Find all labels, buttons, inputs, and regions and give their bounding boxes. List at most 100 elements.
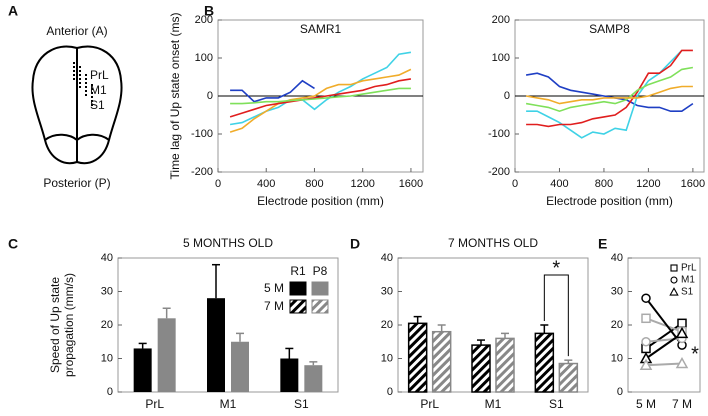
bar: [280, 358, 299, 392]
y-tick-label: 40: [101, 252, 113, 264]
y-tick-label: 0: [207, 90, 213, 102]
paired-line: [645, 337, 683, 343]
legend-label: M1: [681, 275, 695, 286]
y-tick-label: 30: [101, 285, 113, 297]
y-tick-label: -100: [488, 128, 510, 140]
diagram-label: Anterior (A): [46, 24, 107, 38]
y-tick-label: 10: [101, 352, 113, 364]
diagram-label: M1: [90, 83, 107, 97]
marker: [675, 326, 689, 339]
brain-diagram: A Anterior (A) PrL M1 S1 Posterior (P): [8, 3, 123, 190]
chart-title: SAMR1: [300, 22, 342, 36]
y-tick-label: -200: [488, 166, 510, 178]
x-tick-label: 0: [215, 178, 221, 190]
y-tick-label: 0: [107, 386, 113, 398]
x-tick-label: 800: [595, 178, 613, 190]
legend-swatch: [289, 281, 307, 296]
y-tick-label: 100: [492, 52, 510, 64]
x-tick-label: 7 M: [672, 397, 692, 411]
panel-letter: E: [598, 236, 607, 252]
x-tick-label: 400: [257, 178, 275, 190]
diagram-label: S1: [90, 98, 105, 112]
series-line: [526, 49, 693, 128]
chart-panel: C 5 MONTHS OLD 0 10 20 30 40 Speed of Up state p…: [8, 236, 339, 411]
diagram-label: PrL: [90, 68, 109, 82]
x-tick-label: 5 M: [636, 397, 656, 411]
diagram-label: Posterior (P): [43, 176, 110, 190]
bar: [431, 330, 452, 393]
series-line: [525, 85, 693, 105]
y-tick-label: 200: [492, 14, 510, 26]
y-tick-label: 0: [617, 386, 623, 398]
y-tick-label: 10: [381, 352, 393, 364]
legend-swatch: [289, 299, 307, 314]
series-line: [229, 78, 412, 118]
marker: [670, 264, 678, 272]
paired-line: [645, 362, 683, 367]
panel-letter: C: [8, 236, 18, 252]
paired-line: [645, 322, 683, 350]
x-tick-label: PrL: [145, 397, 164, 411]
series-line: [525, 72, 694, 112]
chart-panel: SAMP8 -200 -100 0 100 200 0 400 800 1200 1600 Elect…: [488, 14, 705, 208]
y-tick-label: 30: [611, 285, 623, 297]
bar: [133, 348, 152, 392]
y-axis-label: propagation (mm/s): [62, 273, 76, 377]
panel-letter: A: [8, 3, 18, 19]
y-tick-label: 200: [195, 14, 213, 26]
marker: [677, 318, 687, 329]
y-tick-label: 20: [381, 319, 393, 331]
significance-mark: *: [552, 257, 560, 279]
y-tick-label: 10: [611, 352, 623, 364]
legend-row-label: 5 M: [264, 281, 284, 295]
brain-fissure: [44, 48, 110, 162]
chart-title: SAMP8: [589, 22, 630, 36]
y-tick-label: 40: [611, 252, 623, 264]
x-tick-label: S1: [549, 397, 564, 411]
x-tick-label: 1600: [399, 178, 423, 190]
legend-label: PrL: [681, 263, 697, 274]
series-line: [230, 87, 411, 105]
chart-title: 5 MONTHS OLD: [183, 236, 273, 250]
marker: [641, 337, 651, 347]
series-line: [230, 79, 315, 103]
legend-row-label: 7 M: [264, 299, 284, 313]
legend-swatch: [311, 281, 329, 296]
x-tick-label: S1: [294, 397, 309, 411]
bar: [495, 337, 515, 393]
panel-letter: B: [204, 3, 214, 19]
bar: [207, 298, 225, 392]
series-line: [526, 49, 683, 139]
paired-line: [645, 332, 683, 360]
marker: [669, 287, 679, 296]
x-tick-label: 1200: [636, 178, 660, 190]
marker: [641, 313, 651, 324]
x-tick-label: PrL: [420, 397, 439, 411]
x-axis-label: Electrode position (mm): [546, 194, 673, 208]
chart-panel: D 7 MONTHS OLD 0 10 20 30 40 PrL M1 S1 *: [350, 236, 589, 411]
chart-panel: B SAMR1 -200 -100 0 100 200 Time lag of Up stat…: [168, 3, 424, 208]
electrode-rows: [73, 62, 93, 106]
significance-mark: *: [691, 343, 699, 365]
x-tick-label: 1200: [350, 178, 374, 190]
legend-header: R1: [290, 264, 306, 278]
x-tick-label: 800: [305, 178, 323, 190]
series-line: [229, 51, 412, 126]
legend-header: P8: [313, 264, 328, 278]
y-tick-label: 0: [387, 386, 393, 398]
bar: [558, 362, 579, 393]
marker: [641, 293, 651, 303]
x-tick-label: M1: [485, 397, 502, 411]
marker: [670, 276, 678, 284]
bar: [534, 332, 555, 393]
legend-label: S1: [681, 287, 694, 298]
y-tick-label: -100: [191, 128, 213, 140]
y-tick-label: 20: [101, 319, 113, 331]
x-tick-label: 1600: [681, 178, 705, 190]
y-tick-label: 100: [195, 52, 213, 64]
bar: [471, 344, 491, 393]
significance-bracket: [543, 274, 569, 357]
